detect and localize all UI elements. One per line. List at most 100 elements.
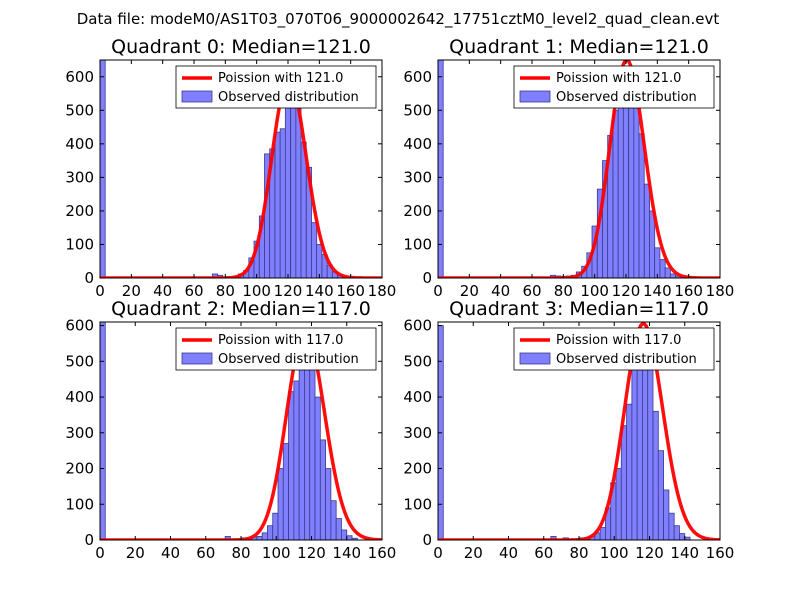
x-tick-label: 120 bbox=[297, 544, 326, 562]
y-tick-label: 300 bbox=[403, 168, 432, 186]
histogram-bar bbox=[261, 532, 268, 540]
legend-label-observed: Observed distribution bbox=[218, 352, 359, 367]
x-tick-label: 140 bbox=[670, 544, 699, 562]
legend-bar-swatch bbox=[181, 352, 213, 365]
x-tick-label: 140 bbox=[643, 282, 672, 300]
figure-suptitle: Data file: modeM0/AS1T03_070T06_90000026… bbox=[77, 10, 720, 29]
axes-frame bbox=[437, 59, 721, 279]
x-tick-label: 120 bbox=[274, 282, 303, 300]
y-tick-label: 0 bbox=[84, 269, 94, 287]
x-tick-label: 0 bbox=[433, 544, 443, 562]
x-tick-label: 160 bbox=[674, 282, 703, 300]
histogram-bar bbox=[638, 133, 645, 278]
histogram-bar bbox=[679, 533, 686, 540]
poisson-curve bbox=[100, 77, 382, 278]
y-tick-label: 300 bbox=[403, 424, 432, 442]
histogram-bar bbox=[663, 489, 670, 540]
y-tick-label: 300 bbox=[65, 424, 94, 442]
histogram-bar bbox=[335, 518, 342, 540]
legend: Poission with 117.0 Observed distribution bbox=[175, 327, 377, 371]
y-tick-label: 400 bbox=[403, 135, 432, 153]
x-tick-label: 0 bbox=[95, 544, 105, 562]
x-tick-label: 160 bbox=[368, 544, 397, 562]
x-tick-label: 180 bbox=[368, 282, 397, 300]
histogram-bar bbox=[272, 512, 279, 540]
legend: Poission with 121.0 Observed distribution bbox=[513, 65, 715, 109]
histogram-bar bbox=[628, 79, 635, 278]
histogram-bar bbox=[622, 93, 629, 278]
y-tick-label: 500 bbox=[403, 352, 432, 370]
histogram-bar bbox=[642, 343, 649, 540]
x-tick-label: 40 bbox=[153, 282, 172, 300]
histogram-bar bbox=[351, 537, 358, 540]
panel-title: Quadrant 1: Median=121.0 bbox=[449, 36, 709, 58]
histogram-bar bbox=[664, 267, 671, 278]
histogram-bar bbox=[615, 468, 622, 540]
panel-quadrant-1: 0 20 40 60 80 100 120 140 160 1800100200300400500… bbox=[403, 36, 734, 300]
histogram-bar bbox=[668, 512, 675, 540]
legend-label-poisson: Poission with 117.0 bbox=[218, 333, 343, 348]
y-tick-label: 300 bbox=[65, 168, 94, 186]
panel-quadrant-0: 0 20 40 60 80 100 120 140 160 1800100200300400500… bbox=[65, 36, 396, 300]
x-tick-label: 120 bbox=[635, 544, 664, 562]
histogram-bar bbox=[654, 247, 661, 278]
histogram-bar bbox=[325, 468, 332, 540]
y-tick-label: 100 bbox=[65, 235, 94, 253]
x-tick-label: 160 bbox=[336, 282, 365, 300]
legend-label-observed: Observed distribution bbox=[218, 90, 359, 105]
x-tick-label: 20 bbox=[122, 282, 141, 300]
histogram-bar bbox=[290, 96, 297, 278]
x-tick-label: 100 bbox=[580, 282, 609, 300]
x-tick-label: 0 bbox=[433, 282, 443, 300]
histogram-bar bbox=[284, 101, 291, 278]
y-tick-label: 100 bbox=[403, 495, 432, 513]
legend-label-poisson: Poission with 121.0 bbox=[556, 71, 681, 86]
x-tick-label: 40 bbox=[161, 544, 180, 562]
legend-bar-swatch bbox=[181, 90, 213, 103]
y-tick-label: 600 bbox=[403, 317, 432, 335]
histogram-bar bbox=[647, 368, 654, 540]
histogram-bar bbox=[256, 536, 263, 540]
y-tick-label: 100 bbox=[403, 235, 432, 253]
x-tick-label: 100 bbox=[262, 544, 291, 562]
x-tick-label: 60 bbox=[522, 282, 541, 300]
legend-bar-swatch bbox=[519, 90, 551, 103]
histogram-bar bbox=[311, 222, 318, 278]
histogram-bar bbox=[288, 391, 295, 540]
y-tick-label: 600 bbox=[403, 68, 432, 86]
histogram-bar bbox=[669, 273, 676, 278]
legend: Poission with 117.0 Observed distribution bbox=[513, 327, 715, 371]
y-tick-label: 0 bbox=[422, 531, 432, 549]
y-tick-label: 200 bbox=[65, 202, 94, 220]
y-tick-label: 500 bbox=[403, 101, 432, 119]
x-tick-label: 180 bbox=[706, 282, 735, 300]
y-tick-label: 400 bbox=[65, 388, 94, 406]
histogram-bar bbox=[330, 500, 337, 540]
histogram-bar bbox=[643, 183, 650, 278]
histogram-bar bbox=[316, 244, 323, 278]
histogram-bar bbox=[282, 443, 289, 540]
x-tick-label: 60 bbox=[534, 544, 553, 562]
histogram-bar bbox=[673, 525, 680, 540]
y-tick-label: 500 bbox=[65, 101, 94, 119]
histogram-bar bbox=[279, 128, 286, 278]
x-tick-label: 100 bbox=[242, 282, 271, 300]
x-tick-label: 20 bbox=[464, 544, 483, 562]
x-tick-label: 40 bbox=[491, 282, 510, 300]
x-tick-label: 80 bbox=[554, 282, 573, 300]
axes-frame bbox=[99, 59, 383, 279]
x-tick-label: 0 bbox=[95, 282, 105, 300]
x-tick-label: 20 bbox=[460, 282, 479, 300]
panel-title: Quadrant 2: Median=117.0 bbox=[111, 298, 371, 320]
legend: Poission with 121.0 Observed distribution bbox=[175, 65, 377, 109]
y-tick-label: 200 bbox=[65, 460, 94, 478]
histogram-bar bbox=[636, 350, 643, 540]
histogram-bar bbox=[631, 368, 638, 540]
x-tick-label: 140 bbox=[305, 282, 334, 300]
histogram-bar bbox=[659, 259, 666, 278]
y-tick-label: 600 bbox=[65, 317, 94, 335]
x-tick-label: 20 bbox=[126, 544, 145, 562]
panel-quadrant-2: 0 20 40 60 80 100 120 140 160 0 100 200 300 400 500 600… bbox=[65, 298, 396, 562]
histogram-bar bbox=[341, 529, 348, 540]
x-tick-label: 40 bbox=[499, 544, 518, 562]
